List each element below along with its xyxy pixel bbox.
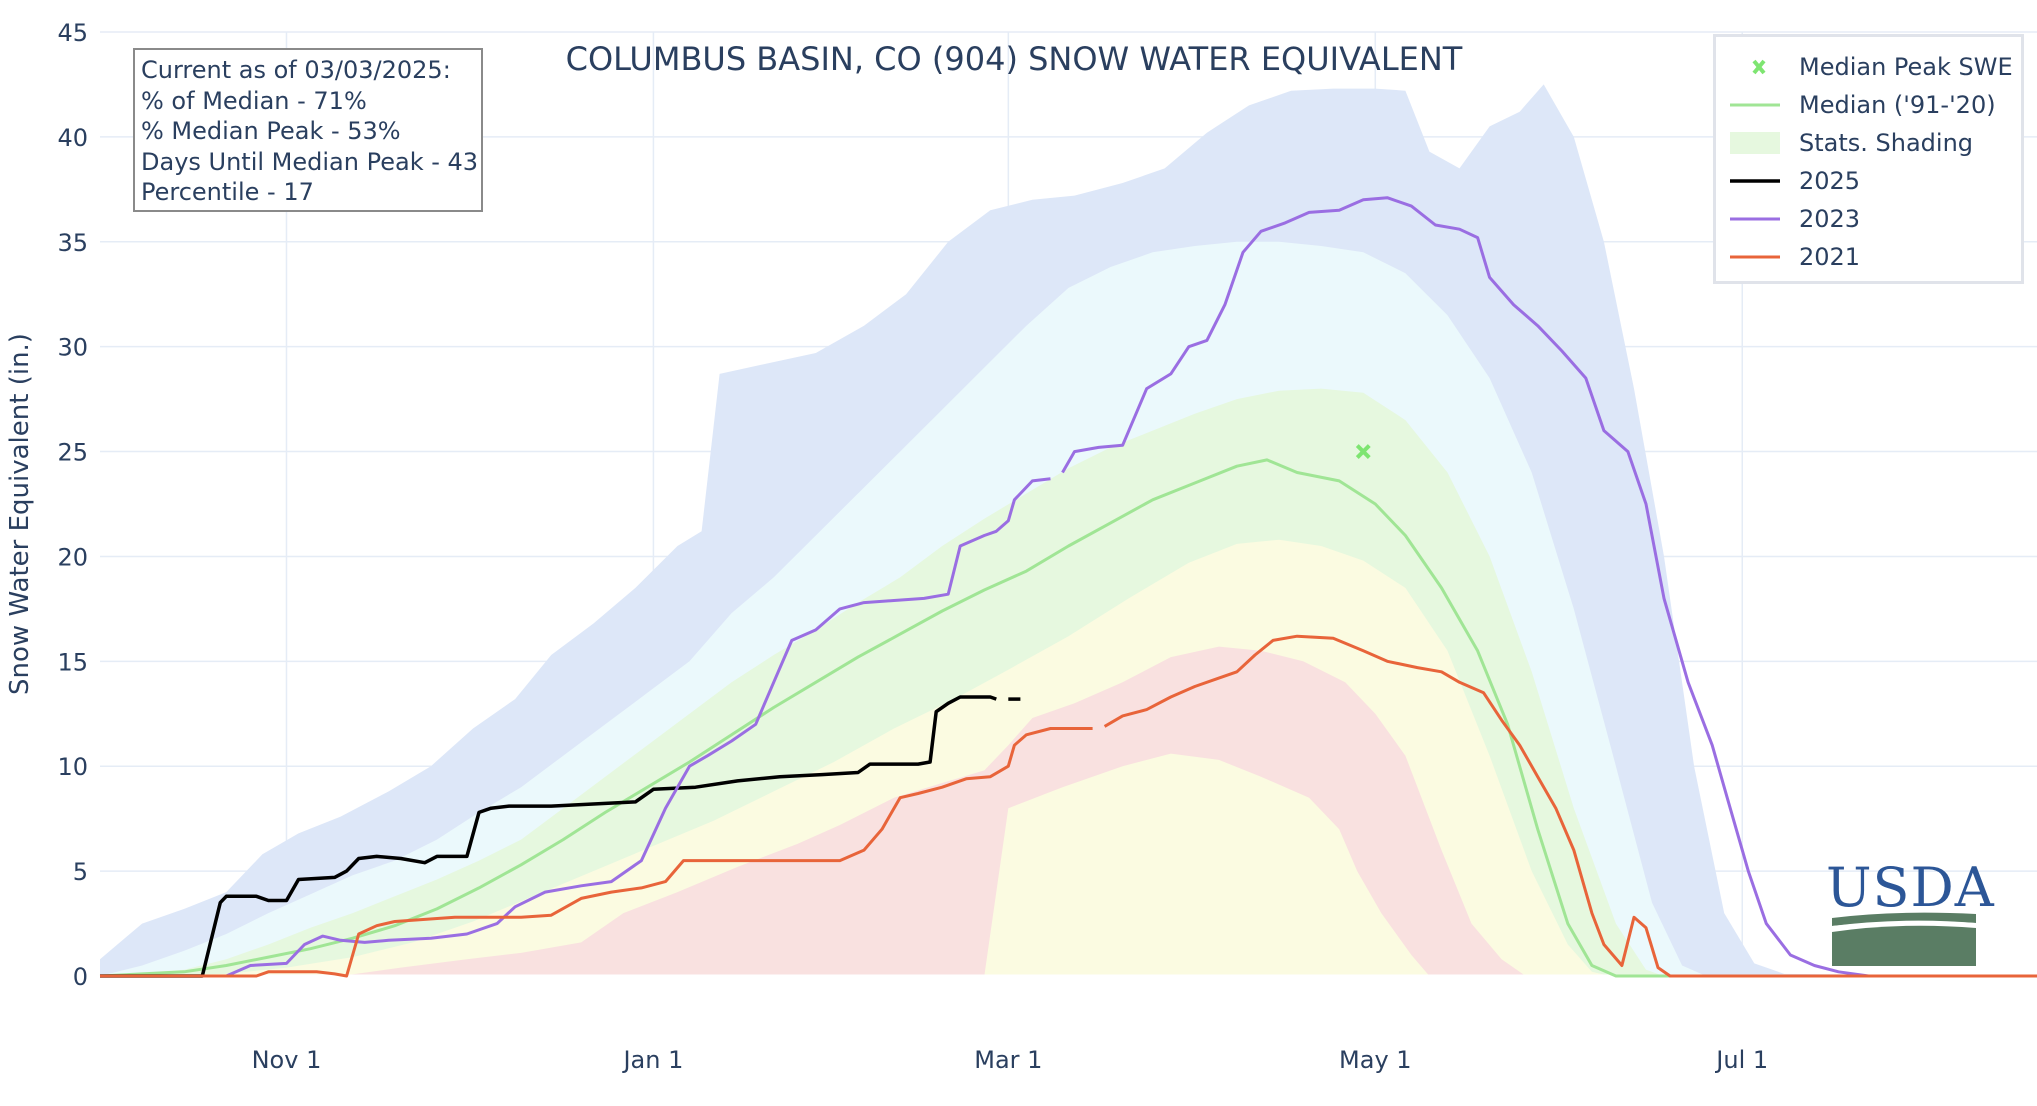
stats-shading-bands [100, 84, 2037, 977]
current-as-of: Current as of 03/03/2025: [141, 56, 451, 84]
series-line-median-91-20- [99, 458, 2037, 978]
x-tick-label: Jan 1 [621, 1046, 683, 1074]
fill-swatch-icon [1730, 132, 1780, 154]
y-tick-label: 40 [57, 124, 88, 152]
chart-legend: Median Peak SWE Median ('91-'20) Stats. … [1713, 34, 2024, 284]
series-line-2025 [100, 695, 997, 978]
series-line-2023 [100, 477, 1051, 978]
status-annotation-box: Current as of 03/03/2025: % of Median - … [133, 48, 483, 212]
band-30-10 [100, 646, 2037, 976]
percent-median-peak: % Median Peak - 53% [141, 117, 401, 145]
percent-of-median: % of Median - 71% [141, 86, 367, 115]
usda-field-icon [1831, 912, 1977, 966]
series-lines [99, 196, 2037, 978]
x-tick-label: May 1 [1339, 1046, 1412, 1074]
usda-logo-text: USDA [1826, 856, 1995, 919]
legend-label: Median Peak SWE [1799, 53, 2013, 81]
median-peak-marker [1355, 444, 1371, 459]
legend-label: Stats. Shading [1799, 129, 1974, 157]
median-peak-x-marker [1355, 444, 1371, 459]
y-tick-label: 5 [73, 858, 88, 886]
legend-label: 2025 [1799, 167, 1861, 195]
line-swatch-icon [1730, 255, 1780, 259]
usda-logo: USDA [1826, 856, 1995, 968]
x-tick-label: Jul 1 [1714, 1046, 1768, 1074]
percentile: Percentile - 17 [141, 178, 314, 206]
y-tick-label: 15 [57, 648, 88, 676]
days-until-median-peak: Days Until Median Peak - 43 [141, 147, 479, 176]
y-tick-label: 0 [73, 963, 88, 991]
legend-item-2025[interactable]: 2025 [1716, 162, 2021, 200]
line-swatch-icon [1730, 103, 1780, 107]
y-tick-label: 25 [57, 439, 88, 467]
legend-label: 2023 [1799, 205, 1861, 233]
y-tick-label: 30 [57, 334, 88, 362]
y-axis-title: Snow Water Equivalent (in.) [5, 333, 35, 695]
x-tick-label: Nov 1 [252, 1046, 322, 1074]
legend-item-2023[interactable]: 2023 [1716, 200, 2021, 238]
legend-label: Median ('91-'20) [1799, 91, 1996, 119]
line-swatch-icon [1730, 217, 1780, 221]
line-swatch-icon [1730, 179, 1780, 183]
x-tick-label: Mar 1 [974, 1046, 1042, 1074]
legend-item-2021[interactable]: 2021 [1716, 238, 2021, 276]
series-line-2021 [100, 727, 1093, 978]
y-tick-label: 45 [57, 19, 88, 47]
y-tick-label: 10 [57, 753, 88, 781]
series-line-2021 [1103, 634, 2037, 978]
y-tick-labels: 0 5 10 15 20 25 30 35 40 45 [57, 19, 88, 991]
legend-item-stats-shading[interactable]: Stats. Shading [1716, 124, 2021, 162]
legend-label: 2021 [1799, 243, 1861, 271]
series-line-2023 [1061, 196, 2037, 978]
marker-stroke [1355, 444, 1371, 459]
chart-title: COLUMBUS BASIN, CO (904) SNOW WATER EQUI… [566, 40, 1463, 78]
x-marker-icon [1752, 59, 1766, 75]
legend-item-median[interactable]: Median ('91-'20) [1716, 86, 2021, 124]
y-tick-label: 20 [57, 543, 88, 571]
x-tick-labels: Nov 1 Jan 1 Mar 1 May 1 Jul 1 [252, 1046, 1769, 1074]
y-tick-label: 35 [57, 229, 88, 257]
legend-item-median-peak[interactable]: Median Peak SWE [1716, 48, 2021, 86]
